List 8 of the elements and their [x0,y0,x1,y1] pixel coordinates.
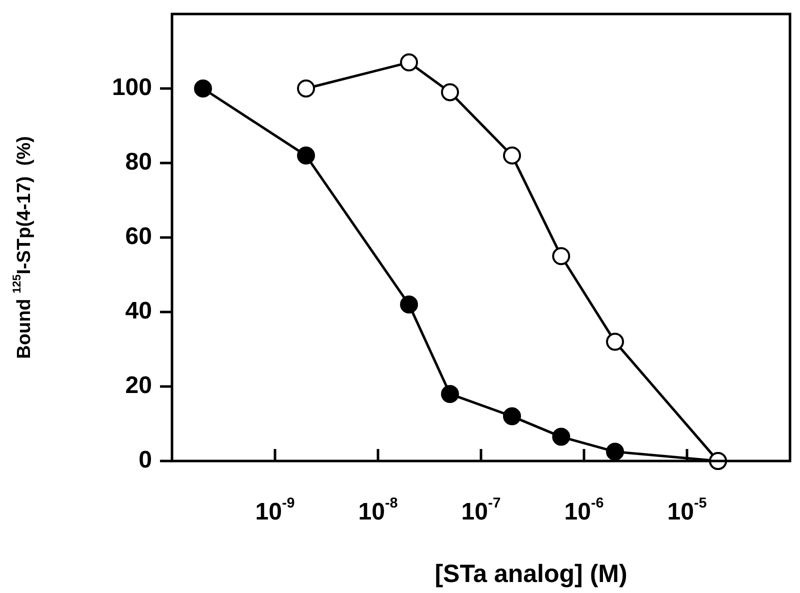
y-tick-label: 0 [138,446,152,474]
y-tick-label: 60 [125,223,152,250]
y-tick-label: 20 [125,372,152,400]
y-tick-label: 100 [112,74,152,102]
y-tick-label: 80 [125,148,152,176]
x-axis-title: [STa analog] (M) [434,560,628,588]
y-tick-label: 40 [125,298,152,325]
y-axis-title: Bound 125I-STp(4-17) (%) [12,136,36,359]
